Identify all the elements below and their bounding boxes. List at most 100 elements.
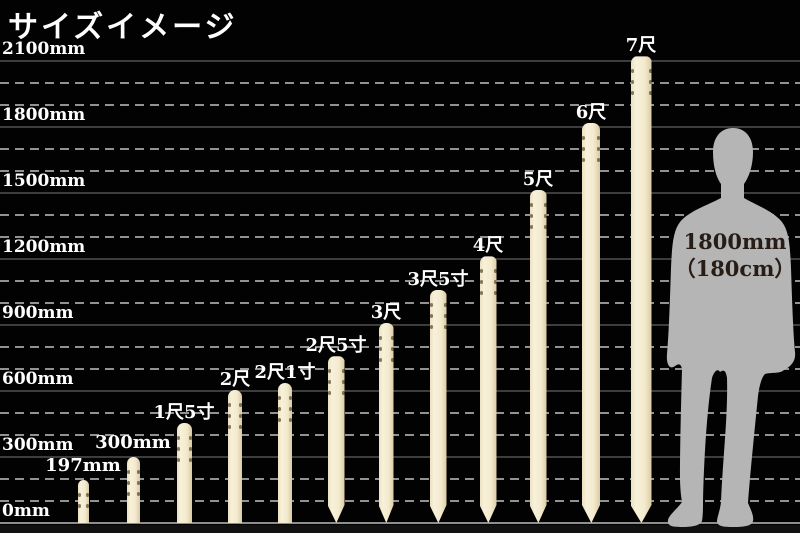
- gridline-minor-1600mm: [0, 170, 800, 172]
- stake-notch: [342, 380, 345, 384]
- stake-notch: [136, 492, 140, 496]
- stake: [582, 123, 600, 523]
- gridline-minor-1000mm: [0, 302, 800, 304]
- stake-notch: [544, 225, 547, 229]
- axis-label-1500mm: 1500mm: [2, 171, 86, 191]
- gridline-minor-100mm: [0, 500, 800, 502]
- axis-label-2100mm: 2100mm: [2, 39, 86, 59]
- page-title: サイズイメージ: [8, 10, 238, 45]
- stake-notch: [480, 291, 483, 295]
- stake-notch: [278, 407, 281, 412]
- stake: [126, 457, 140, 523]
- gridline-1800mm: [0, 126, 800, 128]
- stake-notch: [582, 136, 585, 140]
- gridline-minor-700mm: [0, 368, 800, 370]
- stake-notch: [126, 492, 130, 496]
- stake-notch: [289, 418, 292, 423]
- axis-label-0mm: 0mm: [2, 501, 50, 521]
- stake-notch: [391, 336, 394, 340]
- gridline-900mm: [0, 324, 800, 326]
- gridline-minor-500mm: [0, 412, 800, 414]
- stake-label: 7尺: [625, 35, 657, 57]
- stake-notch: [597, 158, 600, 162]
- stake-notch: [430, 325, 433, 329]
- gridline-minor-2000mm: [0, 82, 800, 84]
- stake: [328, 356, 345, 523]
- gridline-minor-1700mm: [0, 148, 800, 150]
- stake-notch: [379, 347, 382, 351]
- stake-label: 197mm: [45, 454, 121, 476]
- stake-notch: [342, 391, 345, 395]
- stake-notch: [289, 407, 292, 412]
- stake-label: 6尺: [575, 102, 607, 124]
- axis-label-900mm: 900mm: [2, 303, 74, 323]
- axis-label-1800mm: 1800mm: [2, 105, 86, 125]
- stake-notch: [597, 147, 600, 151]
- gridline-minor-1400mm: [0, 214, 800, 216]
- stake-notch: [176, 457, 180, 462]
- gridline-minor-1100mm: [0, 280, 800, 282]
- stake: [379, 323, 394, 523]
- axis-label-300mm: 300mm: [2, 435, 74, 455]
- stake-notch: [239, 402, 242, 407]
- stake: [278, 383, 292, 523]
- silhouette-height-mm: 1800mm: [683, 229, 787, 254]
- stake: [480, 256, 497, 523]
- stake-notch: [649, 69, 652, 73]
- stake: [176, 422, 192, 523]
- gridline-minor-1300mm: [0, 236, 800, 238]
- human-silhouette-shape: [666, 128, 796, 527]
- stake: [228, 389, 242, 523]
- stake-notch: [176, 435, 180, 440]
- stake-notch: [85, 503, 89, 508]
- silhouette-height-cm: （180cm）: [674, 256, 796, 282]
- stake-notch: [126, 470, 130, 474]
- stake-notch: [582, 158, 585, 162]
- stake-notch: [379, 358, 382, 362]
- stake-notch: [176, 446, 180, 451]
- stake-notch: [77, 503, 81, 508]
- stake-notch: [239, 424, 242, 429]
- stake-notch: [544, 214, 547, 218]
- stake-label: 1尺5寸: [153, 401, 215, 423]
- stake-notch: [328, 380, 331, 384]
- stake-notch: [649, 91, 652, 95]
- stake-notch: [278, 418, 281, 423]
- stake-notch: [494, 280, 497, 284]
- stake-label: 2尺5寸: [305, 335, 367, 357]
- stake-notch: [530, 203, 533, 207]
- stake-label: 300mm: [95, 432, 171, 453]
- stake-notch: [582, 147, 585, 151]
- stake-label: 2尺1寸: [254, 362, 316, 384]
- stake-notch: [228, 413, 231, 418]
- gridline-1500mm: [0, 192, 800, 194]
- stake: [430, 290, 447, 523]
- stake-notch: [328, 391, 331, 395]
- stake-notch: [631, 69, 634, 73]
- stake-notch: [444, 303, 447, 307]
- gridline-minor-200mm: [0, 478, 800, 480]
- gridline-0mm: [0, 522, 800, 524]
- stake-notch: [278, 396, 281, 401]
- stake-notch: [342, 369, 345, 373]
- stake-notch: [530, 225, 533, 229]
- stake-notch: [597, 136, 600, 140]
- silhouette-height-label: 1800mm （180cm）: [660, 228, 800, 283]
- stake-label: 2尺: [219, 368, 251, 390]
- gridline-minor-800mm: [0, 346, 800, 348]
- stake-notch: [126, 481, 130, 485]
- stake-notch: [188, 446, 192, 451]
- stake-notch: [136, 481, 140, 485]
- stake-notch: [494, 291, 497, 295]
- stake-notch: [328, 369, 331, 373]
- stake-notch: [289, 396, 292, 401]
- gridline-300mm: [0, 456, 800, 458]
- stake-notch: [430, 314, 433, 318]
- stake-notch: [631, 91, 634, 95]
- stake-notch: [631, 80, 634, 84]
- stake-label: 3尺5寸: [407, 268, 469, 290]
- stake-notch: [480, 280, 483, 284]
- below-baseline-strip: [0, 525, 800, 533]
- stake-notch: [379, 336, 382, 340]
